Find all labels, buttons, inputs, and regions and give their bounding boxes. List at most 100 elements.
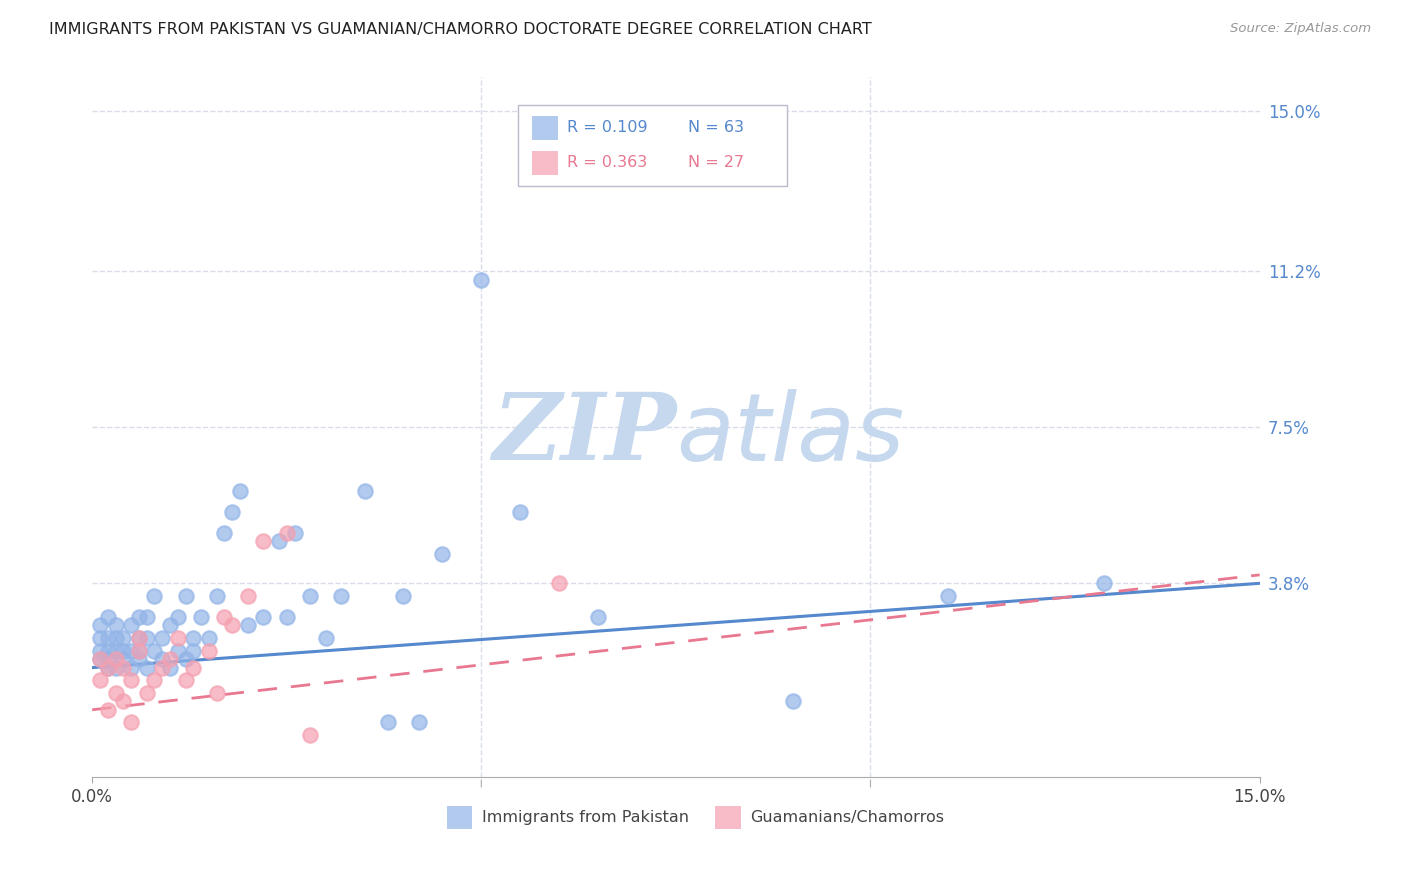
Point — [104, 631, 127, 645]
Point — [120, 644, 142, 658]
Point — [586, 610, 609, 624]
Point — [236, 618, 259, 632]
Point — [128, 631, 150, 645]
Point — [120, 618, 142, 632]
Point — [104, 652, 127, 666]
Point — [159, 618, 181, 632]
Point — [112, 631, 135, 645]
Point — [143, 589, 166, 603]
Point — [214, 525, 236, 540]
Point — [174, 589, 197, 603]
Point — [221, 618, 243, 632]
Point — [128, 610, 150, 624]
Bar — [533, 116, 558, 140]
Point — [135, 686, 157, 700]
Bar — [533, 151, 558, 176]
Point — [97, 644, 120, 658]
Point — [143, 644, 166, 658]
Point — [198, 644, 221, 658]
Point — [267, 534, 290, 549]
Point — [470, 273, 492, 287]
Point — [159, 652, 181, 666]
Point — [97, 660, 120, 674]
Point — [89, 652, 111, 666]
Point — [509, 505, 531, 519]
Point — [221, 505, 243, 519]
Point — [174, 652, 197, 666]
Point — [276, 525, 298, 540]
Point — [89, 618, 111, 632]
Point — [198, 631, 221, 645]
Point — [166, 631, 188, 645]
Point — [392, 589, 415, 603]
Point — [128, 631, 150, 645]
Y-axis label: Doctorate Degree: Doctorate Degree — [0, 353, 8, 501]
Point — [190, 610, 212, 624]
Text: R = 0.363: R = 0.363 — [568, 155, 648, 170]
Point — [183, 644, 205, 658]
Point — [135, 610, 157, 624]
Point — [432, 547, 454, 561]
Point — [174, 673, 197, 688]
Point — [183, 631, 205, 645]
Point — [112, 644, 135, 658]
Point — [166, 644, 188, 658]
Text: Guamanians/Chamorros: Guamanians/Chamorros — [751, 810, 945, 825]
Point — [112, 694, 135, 708]
Point — [782, 694, 804, 708]
Point — [104, 618, 127, 632]
Point — [1092, 576, 1115, 591]
Point — [89, 631, 111, 645]
Point — [252, 610, 274, 624]
Point — [183, 660, 205, 674]
Point — [283, 525, 305, 540]
Point — [128, 652, 150, 666]
Point — [97, 610, 120, 624]
Point — [936, 589, 959, 603]
Point — [166, 610, 188, 624]
Text: Source: ZipAtlas.com: Source: ZipAtlas.com — [1230, 22, 1371, 36]
Point — [408, 715, 430, 730]
Point — [104, 686, 127, 700]
Point — [276, 610, 298, 624]
Point — [159, 660, 181, 674]
Text: N = 27: N = 27 — [688, 155, 744, 170]
Point — [353, 483, 375, 498]
Point — [128, 644, 150, 658]
Point — [97, 660, 120, 674]
Point — [548, 576, 571, 591]
Point — [236, 589, 259, 603]
Text: R = 0.109: R = 0.109 — [568, 120, 648, 136]
Point — [112, 660, 135, 674]
Text: Immigrants from Pakistan: Immigrants from Pakistan — [482, 810, 689, 825]
Point — [120, 673, 142, 688]
Text: N = 63: N = 63 — [688, 120, 744, 136]
Point — [205, 686, 228, 700]
Point — [229, 483, 252, 498]
Point — [120, 715, 142, 730]
Point — [128, 644, 150, 658]
Point — [135, 631, 157, 645]
Point — [104, 644, 127, 658]
Text: IMMIGRANTS FROM PAKISTAN VS GUAMANIAN/CHAMORRO DOCTORATE DEGREE CORRELATION CHAR: IMMIGRANTS FROM PAKISTAN VS GUAMANIAN/CH… — [49, 22, 872, 37]
Point — [315, 631, 337, 645]
Point — [135, 660, 157, 674]
Point — [97, 631, 120, 645]
Point — [89, 673, 111, 688]
Point — [112, 652, 135, 666]
Point — [214, 610, 236, 624]
Point — [205, 589, 228, 603]
Text: ZIP: ZIP — [492, 389, 676, 479]
Point — [150, 631, 173, 645]
Point — [89, 644, 111, 658]
Point — [377, 715, 399, 730]
Point — [97, 652, 120, 666]
Point — [299, 728, 322, 742]
Point — [120, 660, 142, 674]
Point — [330, 589, 353, 603]
Point — [252, 534, 274, 549]
Point — [97, 703, 120, 717]
Point — [89, 652, 111, 666]
Text: atlas: atlas — [676, 389, 904, 480]
Point — [104, 660, 127, 674]
